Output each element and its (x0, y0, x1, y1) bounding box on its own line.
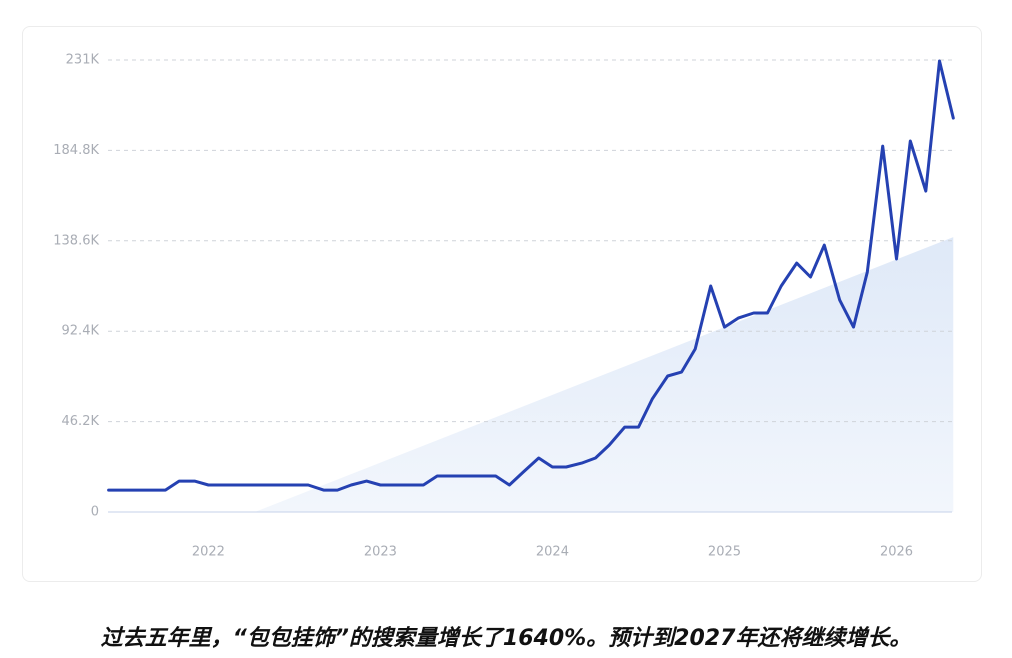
x-tick-label: 2024 (536, 545, 569, 560)
y-tick-label: 0 (91, 505, 99, 520)
y-tick-label: 46.2K (62, 414, 100, 429)
x-tick-label: 2023 (364, 545, 397, 560)
y-tick-label: 92.4K (62, 324, 100, 339)
data-line (107, 59, 955, 492)
y-tick-label: 138.6K (53, 233, 99, 248)
trend-area (254, 237, 954, 512)
caption: 过去五年里，“包包挂饰”的搜索量增长了1640%。预计到2027年还将继续增长。 (100, 626, 912, 651)
chart: 0 46.2K 92.4K 138.6K 184.8K 231K 2022 2023 2024 2… (53, 53, 955, 560)
y-tick-label: 231K (66, 53, 100, 68)
y-tick-label: 184.8K (53, 143, 99, 158)
x-tick-label: 2022 (192, 545, 225, 560)
x-tick-label: 2026 (880, 545, 913, 560)
x-tick-label: 2025 (708, 545, 741, 560)
